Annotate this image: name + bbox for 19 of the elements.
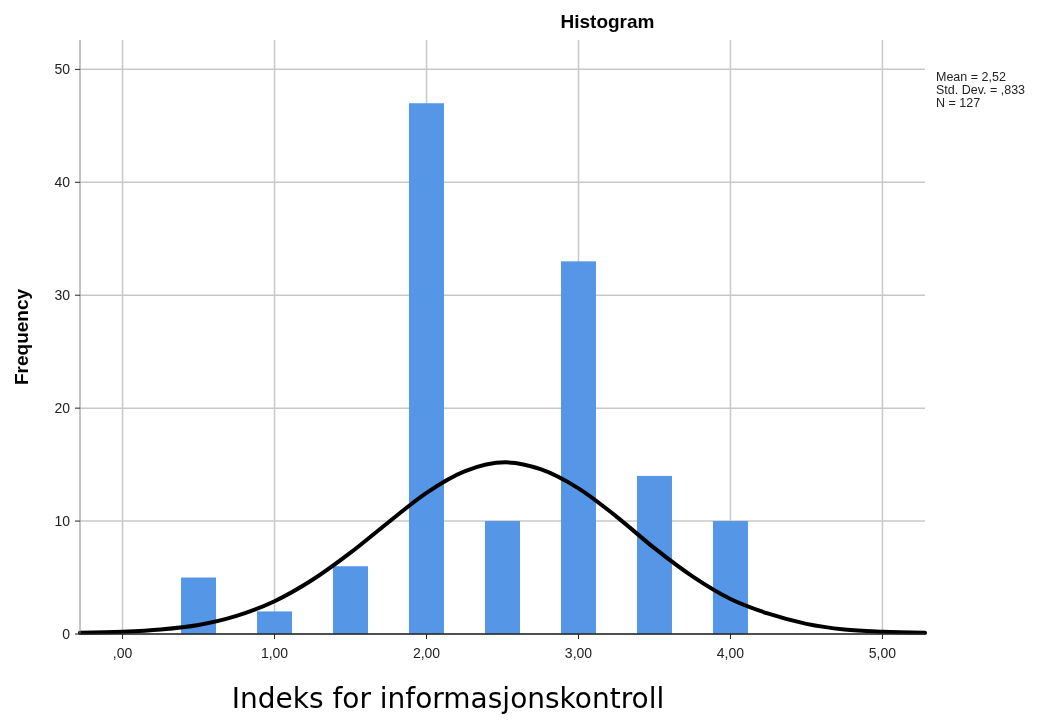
- y-axis-title: Frequency: [11, 288, 32, 386]
- text: Mean = 2,52: [936, 70, 1006, 84]
- x-tick-label: ,00: [112, 645, 133, 661]
- x-axis-title: Indeks for informasjonskontroll: [231, 682, 665, 715]
- x-tick-label: 1,00: [260, 645, 289, 661]
- y-tick-label: 30: [54, 287, 71, 304]
- y-tick-label: 50: [54, 61, 71, 78]
- y-tick-label: 20: [54, 400, 71, 417]
- chart-title: Histogram: [560, 11, 655, 32]
- y-tick-label: 10: [54, 513, 71, 530]
- x-tick-label: 3,00: [564, 645, 593, 661]
- x-tick-label: 2,00: [412, 645, 441, 661]
- text: Std. Dev. = ,833: [936, 83, 1026, 97]
- y-tick-label: 0: [62, 626, 71, 642]
- x-tick-label: 4,00: [716, 645, 745, 661]
- text: N = 127: [936, 96, 981, 110]
- y-tick-label: 40: [54, 174, 71, 191]
- x-tick-label: 5,00: [868, 645, 897, 661]
- line-series: [78, 460, 927, 635]
